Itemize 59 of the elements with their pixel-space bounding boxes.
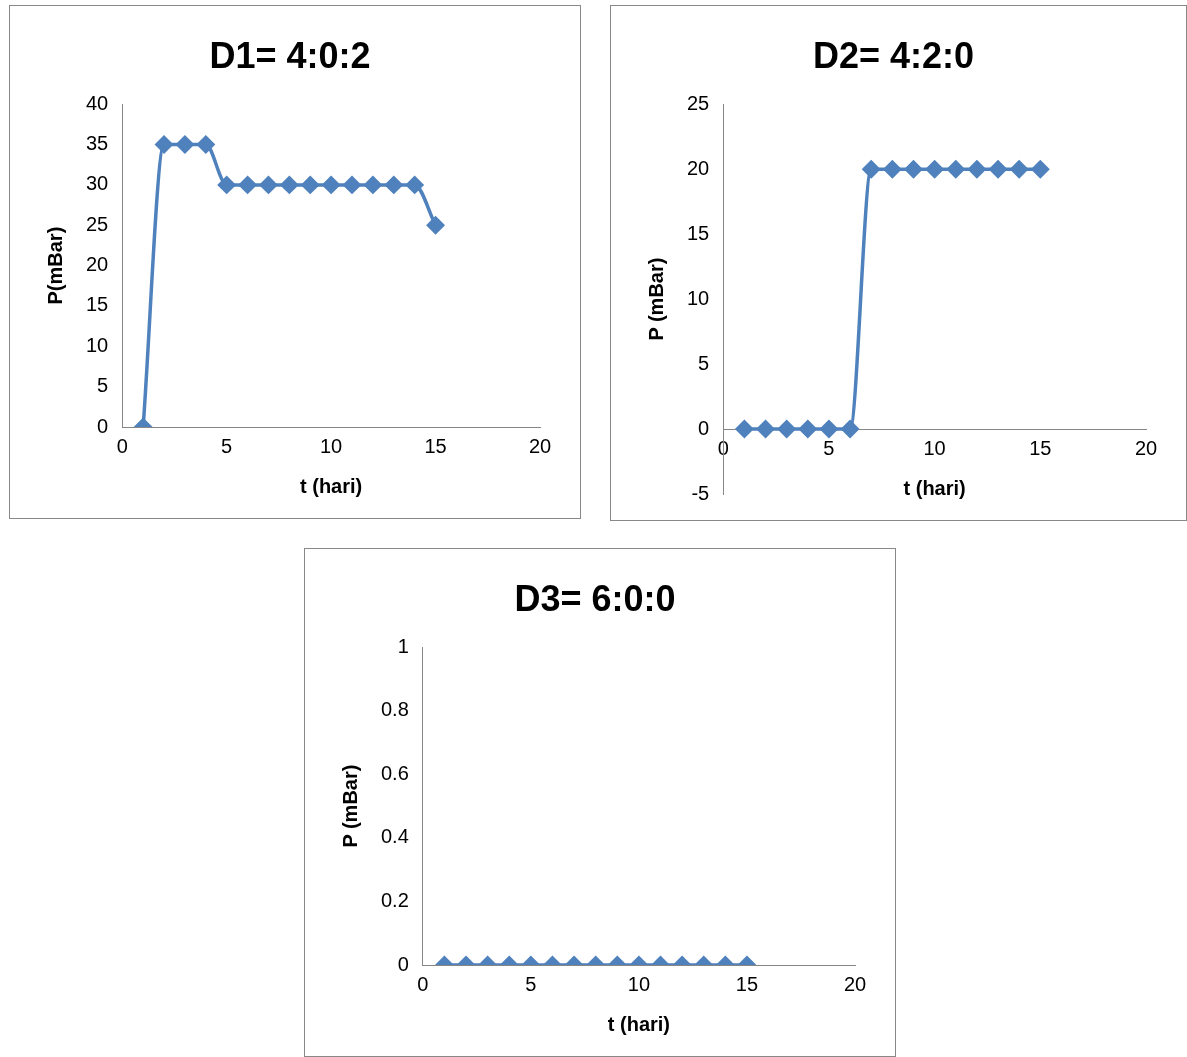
y-tick-label: 20 bbox=[86, 253, 109, 276]
x-tick-label: 0 bbox=[116, 434, 128, 457]
y-tick-label: 10 bbox=[687, 286, 710, 309]
y-tick-label: 15 bbox=[86, 293, 109, 316]
y-tick-label: 5 bbox=[698, 351, 710, 374]
x-tick-label: 5 bbox=[221, 434, 233, 457]
y-tick-label: 0.4 bbox=[380, 825, 409, 848]
point bbox=[364, 176, 382, 194]
x-tick-label: 10 bbox=[320, 434, 343, 457]
chart-title: D2= 4:2:0 bbox=[812, 34, 975, 76]
x-tick-label: 15 bbox=[424, 434, 447, 457]
y-tick-label: 0 bbox=[397, 952, 409, 975]
x-axis-title: t (hari) bbox=[607, 1012, 671, 1035]
y-tick-label: 0 bbox=[97, 414, 109, 437]
y-tick-label: 0.6 bbox=[380, 761, 409, 784]
point bbox=[385, 176, 403, 194]
y-axis-title: P(mBar) bbox=[43, 226, 66, 305]
y-tick-label: 25 bbox=[86, 212, 109, 235]
y-tick-label: 0 bbox=[698, 416, 710, 439]
y-tick-label: 5 bbox=[97, 374, 109, 397]
chart-title: D1= 4:0:2 bbox=[209, 34, 371, 76]
point bbox=[301, 176, 319, 194]
point bbox=[280, 176, 299, 194]
x-tick-label: 20 bbox=[1134, 436, 1158, 459]
y-tick-label: 25 bbox=[687, 91, 710, 114]
point bbox=[217, 176, 236, 194]
x-tick-label: 10 bbox=[627, 972, 651, 995]
point bbox=[343, 176, 361, 194]
x-tick-label: 20 bbox=[843, 972, 867, 995]
y-tick-label: 10 bbox=[86, 333, 109, 356]
y-tick-label: 35 bbox=[86, 132, 109, 155]
x-axis-title: t (hari) bbox=[903, 476, 966, 499]
y-axis-title: P (mBar) bbox=[338, 764, 361, 848]
y-tick-label: 0.8 bbox=[380, 698, 409, 721]
y-tick-label: 40 bbox=[86, 91, 109, 114]
x-tick-label: 5 bbox=[525, 972, 537, 995]
y-tick-label: 30 bbox=[86, 172, 109, 195]
point bbox=[176, 135, 194, 154]
x-axis-title: t (hari) bbox=[300, 474, 363, 497]
x-tick-label: 10 bbox=[923, 436, 946, 459]
chart-title: D3= 6:0:0 bbox=[514, 577, 676, 619]
y-tick-label: 1 bbox=[397, 634, 409, 657]
x-tick-label: 0 bbox=[417, 972, 429, 995]
point bbox=[155, 135, 173, 154]
y-tick-label: 15 bbox=[687, 221, 710, 244]
point bbox=[426, 216, 445, 234]
y-tick-label: 0.2 bbox=[380, 888, 409, 911]
y-tick-label: 20 bbox=[687, 156, 710, 179]
point bbox=[197, 135, 215, 154]
x-tick-label: 15 bbox=[1029, 436, 1052, 459]
point bbox=[259, 176, 278, 194]
point bbox=[405, 176, 424, 194]
point bbox=[238, 176, 257, 194]
x-tick-label: 20 bbox=[528, 434, 552, 457]
y-axis-title: P (mBar) bbox=[644, 257, 667, 341]
y-tick-label: -5 bbox=[691, 481, 710, 504]
point bbox=[322, 176, 340, 194]
x-tick-label: 5 bbox=[823, 436, 835, 459]
x-tick-label: 15 bbox=[735, 972, 759, 995]
